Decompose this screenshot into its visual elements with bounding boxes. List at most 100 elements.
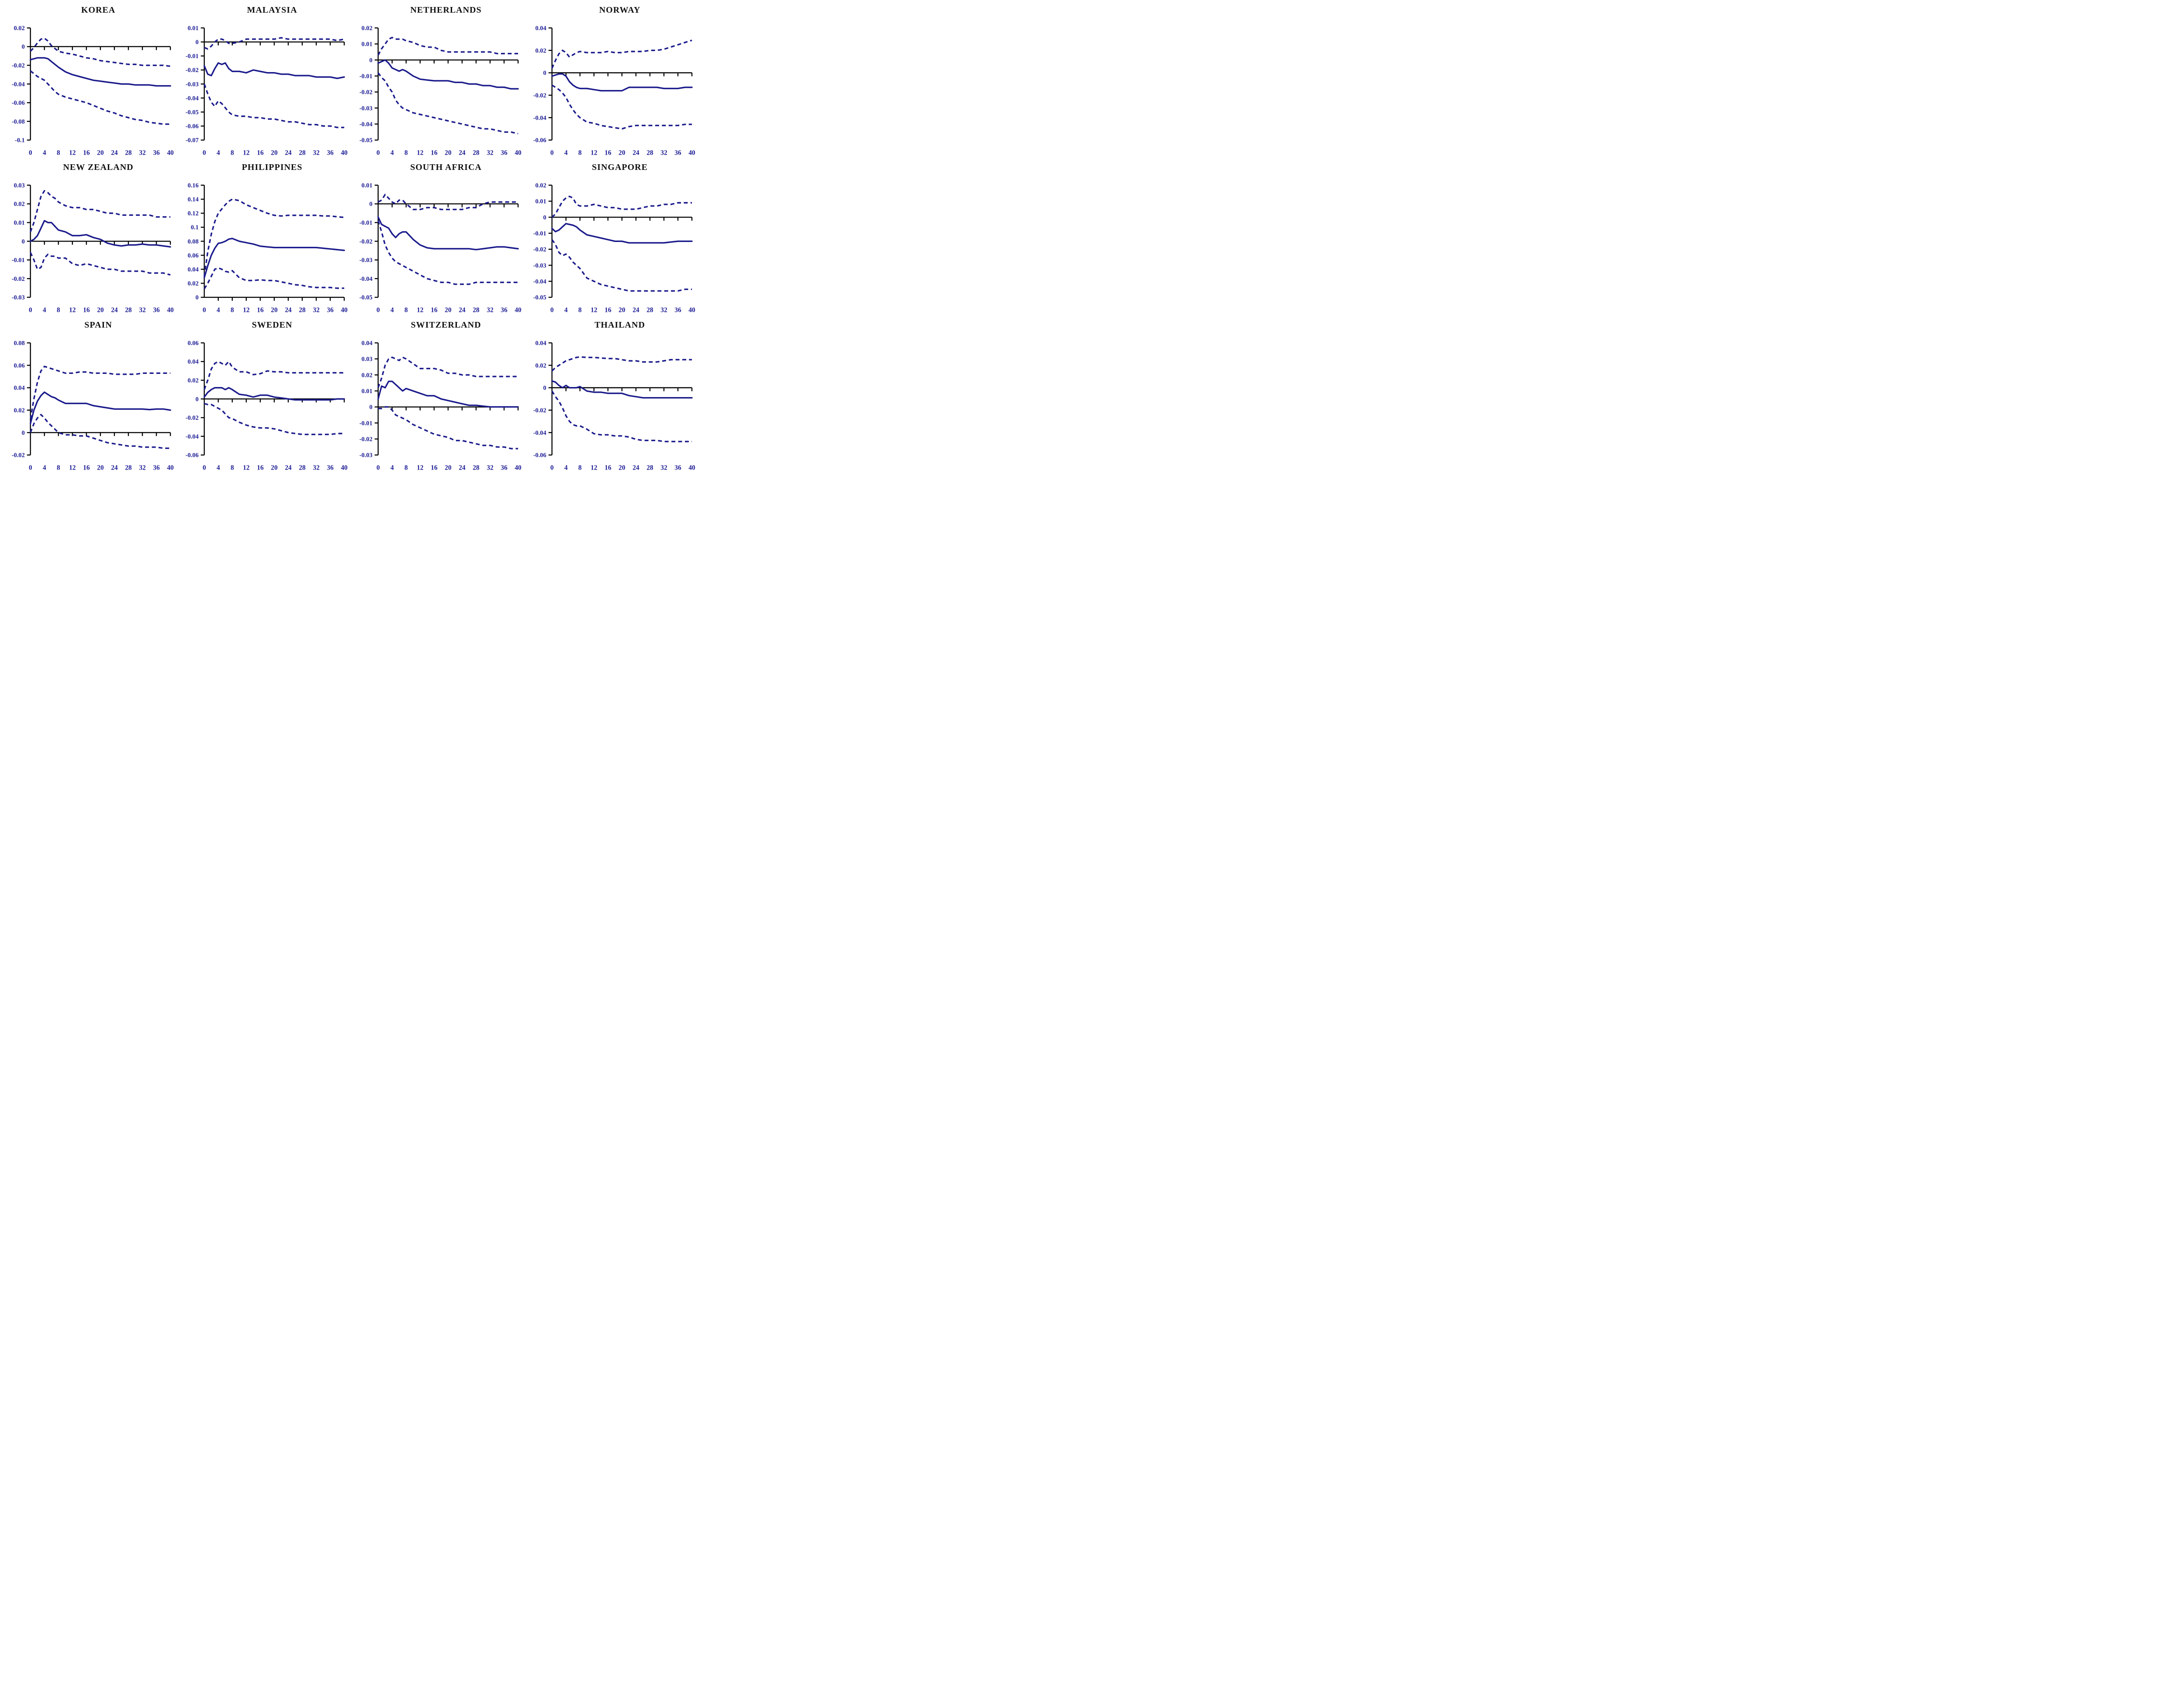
x-tick-label: 0 bbox=[550, 149, 554, 156]
series-point-estimate bbox=[29, 391, 171, 425]
y-tick-label: -0.03 bbox=[186, 81, 199, 88]
x-tick-label: 28 bbox=[646, 464, 653, 471]
x-tick-label: 24 bbox=[285, 464, 292, 471]
y-tick-label: -0.06 bbox=[12, 100, 25, 107]
y-tick-label: -0.04 bbox=[12, 81, 25, 88]
series-lower-band bbox=[377, 221, 518, 285]
series-upper-band bbox=[551, 196, 692, 218]
x-tick-label: 20 bbox=[445, 464, 452, 471]
x-tick-label: 40 bbox=[515, 149, 522, 156]
chart-cell: NEW ZEALAND 0.03 0.02 0.01 0 -0.01 -0.02 -0.03 0… bbox=[2, 160, 176, 317]
x-tick-label: 20 bbox=[619, 149, 625, 156]
chart-canvas: 0.04 0.02 0 -0.02 -0.04 -0.06 0 4 8 12 16 20 24 28 32 3… bbox=[533, 25, 695, 157]
x-tick-label: 20 bbox=[619, 464, 625, 471]
series-lower-band bbox=[377, 72, 518, 135]
x-tick-label: 4 bbox=[217, 464, 220, 471]
x-tick-label: 24 bbox=[459, 464, 466, 471]
y-tick-label: -0.06 bbox=[533, 452, 546, 459]
x-tick-label: 4 bbox=[390, 307, 394, 314]
x-tick-label: 8 bbox=[404, 464, 408, 471]
y-axis: 0.08 0.06 0.04 0.02 0 -0.02 bbox=[12, 340, 31, 459]
x-tick-label: 4 bbox=[564, 149, 568, 156]
chart-cell: SWEDEN 0.06 0.04 0.02 0 -0.02 -0.04 -0.06 0 4 8 12 1… bbox=[176, 318, 349, 475]
y-tick-label: -0.02 bbox=[533, 246, 546, 253]
series-lower-band bbox=[30, 252, 171, 276]
x-tick-label: 24 bbox=[285, 149, 292, 156]
x-tick-label: 40 bbox=[515, 464, 522, 471]
chart-title: MALAYSIA bbox=[247, 5, 297, 15]
x-tick-label: 40 bbox=[167, 307, 174, 314]
y-tick-label: 0.02 bbox=[536, 362, 546, 369]
x-axis: 0 4 8 12 16 20 24 28 32 36 40 bbox=[203, 398, 348, 471]
y-axis: 0.02 0 -0.02 -0.04 -0.06 -0.08 -0.1 bbox=[12, 25, 31, 144]
x-axis: 0 4 8 12 16 20 24 28 32 36 40 bbox=[29, 432, 174, 471]
x-tick-label: 4 bbox=[43, 149, 46, 156]
y-tick-label: -0.08 bbox=[12, 118, 25, 125]
x-tick-label: 40 bbox=[688, 464, 695, 471]
y-tick-label: 0 bbox=[543, 70, 546, 77]
y-tick-label: -0.04 bbox=[359, 276, 373, 283]
x-tick-label: 16 bbox=[431, 307, 438, 314]
y-tick-label: 0.14 bbox=[188, 196, 199, 203]
x-tick-label: 4 bbox=[390, 149, 394, 156]
x-axis: 0 4 8 12 16 20 24 28 32 36 40 bbox=[550, 387, 695, 471]
chart-cell: THAILAND 0.04 0.02 0 -0.02 -0.04 -0.06 0 4 8 12 16 2… bbox=[523, 318, 697, 475]
chart-cell: NORWAY 0.04 0.02 0 -0.02 -0.04 -0.06 0 4 8 12 16 20 2… bbox=[523, 3, 697, 160]
x-tick-label: 40 bbox=[341, 464, 348, 471]
x-tick-label: 40 bbox=[341, 149, 348, 156]
y-tick-label: 0.02 bbox=[14, 407, 25, 414]
series-upper-band bbox=[204, 360, 345, 390]
x-tick-label: 4 bbox=[564, 307, 568, 314]
chart-canvas: 0.02 0.01 0 -0.01 -0.02 -0.03 -0.04 -0.05 0 4 8 12 1… bbox=[359, 25, 522, 157]
x-tick-label: 24 bbox=[111, 464, 118, 471]
series-upper-band bbox=[30, 190, 171, 232]
chart-title: SWITZERLAND bbox=[411, 320, 481, 330]
x-tick-label: 40 bbox=[515, 307, 522, 314]
y-tick-label: 0 bbox=[370, 404, 373, 411]
x-tick-label: 4 bbox=[390, 464, 394, 471]
x-tick-label: 0 bbox=[203, 149, 206, 156]
y-tick-label: 0.12 bbox=[188, 211, 199, 218]
y-tick-label: 0.01 bbox=[188, 25, 199, 32]
y-tick-label: -0.04 bbox=[186, 433, 199, 440]
y-tick-label: -0.03 bbox=[533, 263, 546, 270]
y-axis: 0.16 0.14 0.12 0.1 0.08 0.06 0.04 0.02 0 bbox=[188, 182, 205, 301]
y-tick-label: 0.01 bbox=[362, 41, 373, 48]
x-tick-label: 16 bbox=[83, 149, 90, 156]
x-tick-label: 20 bbox=[97, 307, 104, 314]
x-tick-label: 32 bbox=[487, 307, 494, 314]
y-tick-label: 0.02 bbox=[14, 25, 25, 32]
y-tick-label: 0 bbox=[196, 39, 199, 46]
x-tick-label: 20 bbox=[271, 149, 278, 156]
series-upper-band bbox=[203, 198, 345, 277]
x-tick-label: 8 bbox=[57, 307, 60, 314]
x-tick-label: 24 bbox=[111, 149, 118, 156]
x-tick-label: 28 bbox=[646, 149, 653, 156]
chart-title: SOUTH AFRICA bbox=[410, 162, 482, 173]
x-tick-label: 12 bbox=[591, 149, 598, 156]
chart-cell: SINGAPORE 0.02 0.01 0 -0.01 -0.02 -0.03 -0.04 -0… bbox=[523, 160, 697, 317]
x-axis: 0 4 8 12 16 20 24 28 32 36 40 bbox=[203, 41, 348, 156]
y-tick-label: -0.02 bbox=[186, 67, 199, 74]
chart-title: SWEDEN bbox=[252, 320, 293, 330]
chart-title: SPAIN bbox=[84, 320, 112, 330]
y-tick-label: -0.04 bbox=[359, 121, 373, 128]
x-tick-label: 0 bbox=[203, 464, 206, 471]
y-tick-label: -0.02 bbox=[359, 89, 373, 96]
x-tick-label: 28 bbox=[473, 149, 480, 156]
x-tick-label: 8 bbox=[578, 149, 582, 156]
series-point-estimate bbox=[551, 380, 693, 399]
y-axis: 0.02 0.01 0 -0.01 -0.02 -0.03 -0.04 -0.05 bbox=[533, 182, 553, 301]
x-tick-label: 0 bbox=[29, 464, 32, 471]
chart-canvas: 0.01 0 -0.01 -0.02 -0.03 -0.04 -0.05 -0.06 -0.07… bbox=[186, 25, 348, 157]
x-tick-label: 0 bbox=[550, 307, 554, 314]
y-tick-label: -0.05 bbox=[533, 294, 546, 301]
y-tick-label: -0.02 bbox=[533, 92, 546, 99]
x-tick-label: 20 bbox=[445, 149, 452, 156]
y-tick-label: -0.06 bbox=[186, 452, 199, 459]
y-tick-label: 0.02 bbox=[14, 201, 25, 208]
y-axis: 0.04 0.02 0 -0.02 -0.04 -0.06 bbox=[533, 25, 553, 144]
series-point-estimate bbox=[377, 59, 519, 90]
chart-cell: PHILIPPINES 0.16 0.14 0.12 0.1 0.08 0.06 0.04 0.… bbox=[176, 160, 349, 317]
y-tick-label: 0.1 bbox=[191, 225, 199, 232]
